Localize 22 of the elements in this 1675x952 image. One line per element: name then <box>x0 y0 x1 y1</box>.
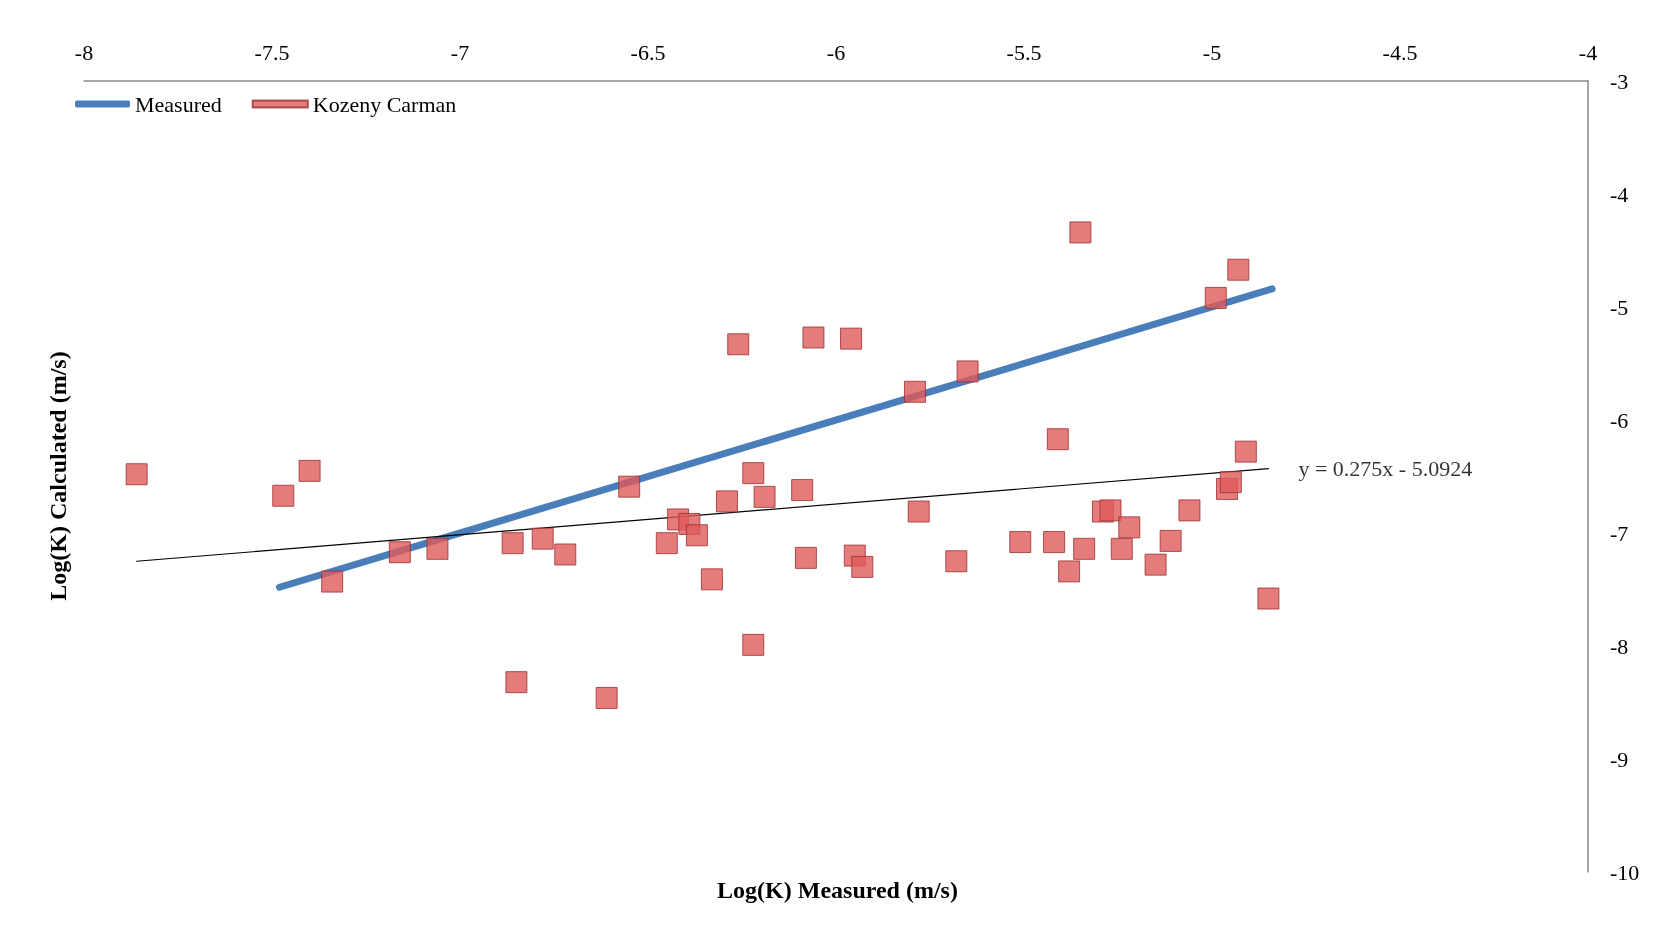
x-tick-label: -8 <box>74 39 94 65</box>
y-axis-title: Log(K) Calculated (m/s) <box>45 351 71 601</box>
x-tick-label: -6 <box>826 39 846 65</box>
x-tick-label: -4.5 <box>1382 39 1418 65</box>
y-tick-label: -10 <box>1610 859 1640 885</box>
y-tick-label: -7 <box>1610 520 1629 546</box>
annotation: y = 0.275x - 5.0924 <box>1298 456 1473 482</box>
y-tick-label: -3 <box>1610 68 1629 94</box>
y-tick-label: -4 <box>1610 181 1629 207</box>
x-tick-label: -7 <box>450 39 470 65</box>
x-tick-label: -5 <box>1202 39 1222 65</box>
x-tick-label: -7.5 <box>254 39 290 65</box>
y-tick-label: -9 <box>1610 746 1629 772</box>
x-tick-label: -5.5 <box>1006 39 1042 65</box>
x-tick-label: -4 <box>1578 39 1598 65</box>
legend-label: Measured <box>135 91 222 117</box>
x-axis-title: Log(K) Measured (m/s) <box>717 877 958 903</box>
y-tick-label: -8 <box>1610 633 1629 659</box>
legend-label: Kozeny Carman <box>312 91 457 117</box>
y-tick-label: -6 <box>1610 407 1629 433</box>
x-tick-label: -6.5 <box>630 39 666 65</box>
y-tick-label: -5 <box>1610 294 1629 320</box>
